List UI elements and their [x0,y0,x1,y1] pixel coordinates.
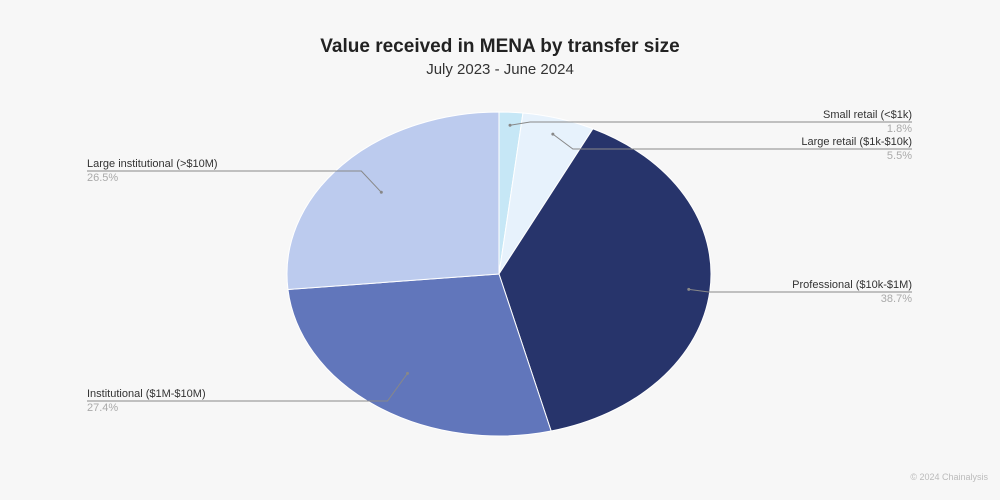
leader-line [87,373,408,402]
leader-line [552,133,912,150]
slice-label: Small retail (<$1k) [823,109,912,121]
pie-slice [286,111,500,291]
leader-dot [551,132,555,136]
slice-value-label: 26.5% [87,172,118,184]
leader-line [87,170,382,193]
leader-dot [379,190,383,194]
chart-title: Value received in MENA by transfer size [320,36,679,57]
leader-dot [405,371,409,375]
slice-value-label: 38.7% [881,293,912,305]
pie-slice [287,273,552,437]
slice-label: Professional ($10k-$1M) [792,279,912,291]
slice-value-label: 27.4% [87,402,118,414]
chart-subtitle: July 2023 - June 2024 [426,61,574,78]
pie-slice [498,128,712,432]
slice-label: Large institutional (>$10M) [87,158,218,170]
leader-line [688,288,912,293]
slice-label: Institutional ($1M-$10M) [87,388,206,400]
slice-value-label: 5.5% [887,150,912,162]
leader-dot [508,123,512,127]
slice-label: Large retail ($1k-$10k) [801,136,912,148]
copyright: © 2024 Chainalysis [910,472,988,482]
slice-value-label: 1.8% [887,123,912,135]
leader-line [509,121,912,126]
leader-dot [687,287,691,291]
